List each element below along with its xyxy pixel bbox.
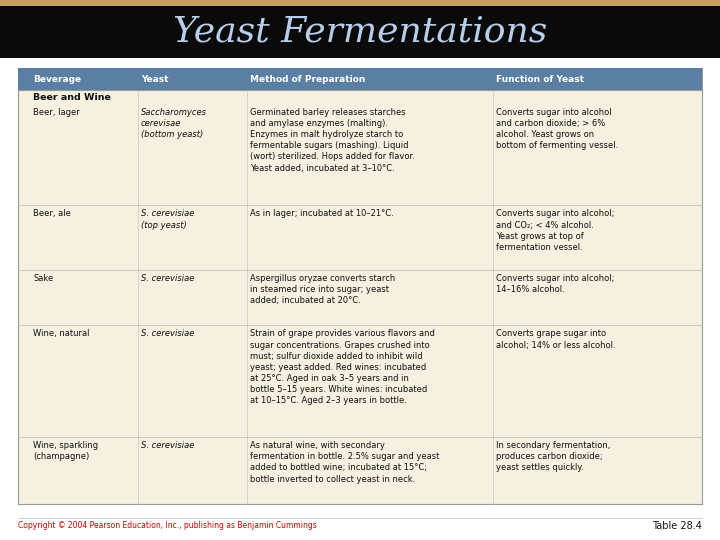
Text: Table 28.4: Table 28.4 [652,521,702,531]
Text: Beer and Wine: Beer and Wine [33,92,111,102]
Text: S. cerevisiae: S. cerevisiae [140,329,194,339]
Text: Converts sugar into alcohol;
and CO₂; < 4% alcohol.
Yeast grows at top of
fermen: Converts sugar into alcohol; and CO₂; < … [496,210,615,252]
Text: Sake: Sake [33,274,53,282]
Text: Copyright © 2004 Pearson Education, Inc., publishing as Benjamin Cummings: Copyright © 2004 Pearson Education, Inc.… [18,522,317,530]
Bar [0,0,720,6]
Text: S. cerevisiae
(top yeast): S. cerevisiae (top yeast) [140,210,194,230]
Text: Beer, ale: Beer, ale [33,210,71,218]
Text: As natural wine, with secondary
fermentation in bottle. 2.5% sugar and yeast
add: As natural wine, with secondary fermenta… [250,441,439,484]
Text: Yeast: Yeast [140,75,168,84]
Text: Wine, sparkling
(champagne): Wine, sparkling (champagne) [33,441,99,461]
Text: As in lager; incubated at 10–21°C.: As in lager; incubated at 10–21°C. [250,210,394,218]
Text: Converts grape sugar into
alcohol; 14% or less alcohol.: Converts grape sugar into alcohol; 14% o… [496,329,616,349]
Bar [18,68,702,504]
Text: Aspergillus oryzae converts starch
in steamed rice into sugar; yeast
added; incu: Aspergillus oryzae converts starch in st… [250,274,395,305]
Text: Method of Preparation: Method of Preparation [250,75,366,84]
Text: Function of Yeast: Function of Yeast [496,75,585,84]
Text: Strain of grape provides various flavors and
sugar concentrations. Grapes crushe: Strain of grape provides various flavors… [250,329,435,405]
Text: Beverage: Beverage [33,75,81,84]
Text: Germinated barley releases starches
and amylase enzymes (malting).
Enzymes in ma: Germinated barley releases starches and … [250,108,415,172]
Text: S. cerevisiae: S. cerevisiae [140,274,194,282]
Text: Converts sugar into alcohol
and carbon dioxide; > 6%
alcohol. Yeast grows on
bot: Converts sugar into alcohol and carbon d… [496,108,618,150]
Text: Saccharomyces
cerevisae
(bottom yeast): Saccharomyces cerevisae (bottom yeast) [140,108,207,139]
Bar [0,6,720,58]
Text: Wine, natural: Wine, natural [33,329,90,339]
Text: Beer, lager: Beer, lager [33,108,80,117]
Bar [18,68,702,90]
Text: Yeast Fermentations: Yeast Fermentations [173,15,547,49]
Text: Converts sugar into alcohol;
14–16% alcohol.: Converts sugar into alcohol; 14–16% alco… [496,274,615,294]
Text: In secondary fermentation,
produces carbon dioxide;
yeast settles quickly.: In secondary fermentation, produces carb… [496,441,611,472]
Text: S. cerevisiae: S. cerevisiae [140,441,194,450]
